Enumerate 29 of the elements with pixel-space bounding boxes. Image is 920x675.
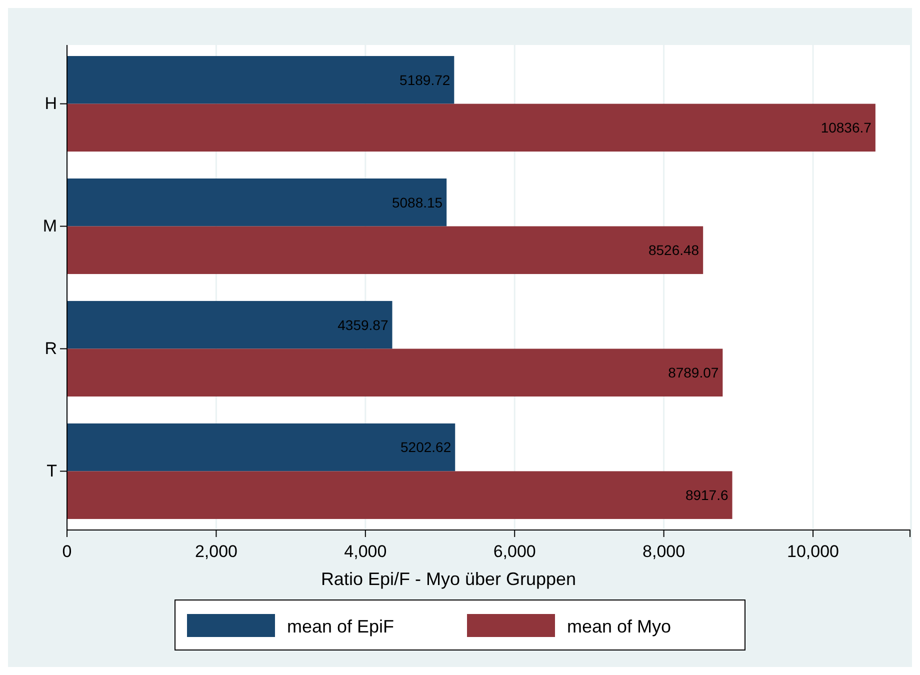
data-label: 8789.07 [668,364,719,381]
data-label: 10836.7 [820,120,872,136]
bar [67,178,447,226]
y-tick-label: T [46,462,57,481]
data-label: 5189.72 [400,72,450,88]
bar [67,56,454,104]
bar [67,226,704,274]
x-tick-label: 4,000 [344,542,387,561]
x-tick-label: 8,000 [642,542,686,561]
data-label: 5202.62 [400,439,452,456]
bar [67,423,456,472]
bar [67,104,876,152]
x-tick-label: 10,000 [787,542,840,561]
legend-label: mean of Myo [567,616,672,636]
bar [67,348,723,396]
y-tick-label: H [44,94,57,114]
x-tick-label: 2,000 [194,542,238,561]
data-label: 5088.15 [392,194,443,210]
x-tick-label: 0 [62,542,72,561]
data-label: 4359.87 [338,316,388,333]
x-tick-label: 6,000 [493,542,536,561]
data-label: 8526.48 [648,242,700,258]
y-tick-label: M [42,216,57,236]
y-tick-label: R [44,339,57,358]
bar [67,471,732,519]
legend-label: mean of EpiF [287,616,394,636]
x-axis-title: Ratio Epi/F - Myo über Gruppen [320,569,576,589]
bar [67,300,392,349]
data-label: 8917.6 [685,486,728,503]
